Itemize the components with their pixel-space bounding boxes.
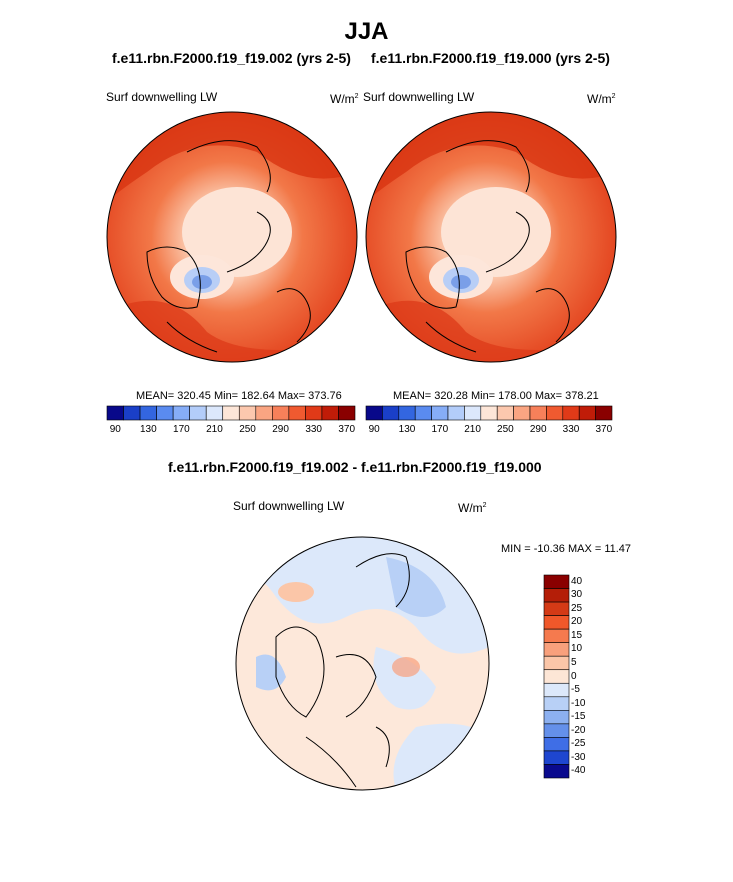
colorbar-tick-label: 30 xyxy=(571,589,583,601)
colorbar-swatch xyxy=(513,405,531,421)
panel-1-variable: Surf downwelling LW xyxy=(106,90,218,104)
colorbar-tick-label: -20 xyxy=(571,724,586,736)
diff-map xyxy=(235,536,490,791)
colorbar-tick-label: 250 xyxy=(497,424,514,435)
colorbar-tick-label: 90 xyxy=(109,424,121,435)
colorbar-tick-label: 370 xyxy=(338,424,356,435)
colorbar-swatch xyxy=(222,405,240,421)
colorbar-tick-label: 170 xyxy=(173,424,190,435)
colorbar-tick-label: 20 xyxy=(571,616,583,628)
colorbar-swatch xyxy=(255,405,273,421)
colorbar-tick-label: -15 xyxy=(571,711,586,723)
colorbar-tick-label: 330 xyxy=(562,424,580,435)
colorbar-swatch xyxy=(543,723,570,738)
colorbar-swatch xyxy=(238,405,257,421)
colorbar-swatch xyxy=(398,405,416,421)
colorbar-tick-label: 15 xyxy=(571,629,583,641)
colorbar-swatch xyxy=(414,405,432,421)
colorbar-tick-label: 130 xyxy=(139,424,157,435)
colorbar-swatch xyxy=(496,405,514,421)
diff-variable: Surf downwelling LW xyxy=(233,499,345,513)
colorbar-tick-label: 210 xyxy=(206,424,223,435)
panel-2-colorbar-ticks: 90 130 170 210 250 290 330 370 xyxy=(366,424,613,438)
colorbar-swatch xyxy=(205,405,224,421)
colorbar-tick-label: 210 xyxy=(464,424,481,435)
colorbar-swatch xyxy=(543,588,570,603)
colorbar-swatch xyxy=(543,655,570,671)
colorbar-swatch xyxy=(106,405,124,421)
colorbar-swatch xyxy=(543,642,570,657)
colorbar-tick-label: 0 xyxy=(571,670,577,682)
colorbar-tick-label: 290 xyxy=(272,424,289,435)
panel-2-case-title: f.e11.rbn.F2000.f19_f19.000 (yrs 2-5) xyxy=(371,50,610,66)
colorbar-tick-label: -40 xyxy=(571,765,586,777)
panel-2-colorbar xyxy=(365,405,613,421)
colorbar-swatch xyxy=(595,405,613,421)
colorbar-swatch xyxy=(172,405,190,421)
diff-stats: MIN = -10.36 MAX = 11.47 xyxy=(501,543,632,555)
colorbar-tick-label: 370 xyxy=(595,424,613,435)
colorbar-swatch xyxy=(578,405,596,421)
colorbar-tick-label: 5 xyxy=(571,656,577,668)
colorbar-tick-label: -25 xyxy=(571,738,586,750)
colorbar-tick-label: 170 xyxy=(431,424,449,435)
panel-2-map xyxy=(365,111,617,363)
colorbar-tick-label: -5 xyxy=(571,684,580,696)
colorbar-tick-label: 40 xyxy=(571,575,583,587)
colorbar-swatch xyxy=(321,405,339,421)
colorbar-swatch xyxy=(272,405,290,421)
diff-colorbar-ticks: 40 30 25 20 15 10 5 0 -5 -10 -15 -20 -25 -30 -40 xyxy=(571,575,611,778)
colorbar-swatch xyxy=(543,710,570,725)
colorbar-swatch xyxy=(543,764,570,779)
colorbar-tick-label: 90 xyxy=(368,424,380,435)
colorbar-swatch xyxy=(543,628,570,643)
colorbar-swatch xyxy=(543,601,570,616)
panel-1-colorbar xyxy=(106,405,356,421)
colorbar-swatch xyxy=(447,405,465,421)
colorbar-swatch xyxy=(189,405,207,421)
panel-1-colorbar-ticks: 90 130 170 210 250 290 330 370 xyxy=(107,424,355,438)
diff-colorbar xyxy=(543,574,570,779)
colorbar-swatch xyxy=(480,405,498,421)
panel-1-case-title: f.e11.rbn.F2000.f19_f19.002 (yrs 2-5) xyxy=(112,50,351,66)
figure-title: JJA xyxy=(344,18,389,45)
panel-1-units: W/m2 xyxy=(330,92,359,106)
colorbar-swatch xyxy=(464,405,482,421)
colorbar-swatch xyxy=(543,696,570,711)
colorbar-tick-label: 250 xyxy=(239,424,256,435)
colorbar-tick-label: 10 xyxy=(571,643,583,655)
colorbar-swatch xyxy=(338,405,356,421)
colorbar-tick-label: 330 xyxy=(305,424,322,435)
colorbar-swatch xyxy=(562,405,580,421)
colorbar-swatch xyxy=(382,405,400,421)
colorbar-swatch xyxy=(139,405,157,421)
colorbar-swatch xyxy=(543,669,570,684)
colorbar-swatch xyxy=(529,405,547,421)
colorbar-swatch xyxy=(305,405,323,421)
colorbar-swatch xyxy=(543,615,570,630)
colorbar-tick-label: 25 xyxy=(571,602,583,614)
panel-1-map xyxy=(106,111,358,363)
colorbar-tick-label: 130 xyxy=(398,424,416,435)
colorbar-tick-label: -30 xyxy=(571,751,586,763)
panel-2-units: W/m2 xyxy=(587,92,616,106)
panel-2-variable: Surf downwelling LW xyxy=(363,90,475,104)
colorbar-swatch xyxy=(546,405,564,421)
colorbar-tick-label: 290 xyxy=(529,424,547,435)
colorbar-tick-label: -10 xyxy=(571,697,586,709)
panel-1-stats: MEAN= 320.45 Min= 182.64 Max= 373.76 xyxy=(136,390,342,402)
colorbar-swatch xyxy=(543,682,570,698)
diff-units: W/m2 xyxy=(458,501,487,515)
colorbar-swatch xyxy=(123,405,141,421)
colorbar-swatch xyxy=(543,737,570,752)
panel-2-stats: MEAN= 320.28 Min= 178.00 Max= 378.21 xyxy=(393,390,599,402)
colorbar-swatch xyxy=(543,750,570,765)
colorbar-swatch xyxy=(543,574,570,589)
colorbar-swatch xyxy=(365,405,383,421)
diff-title: f.e11.rbn.F2000.f19_f19.002 - f.e11.rbn.… xyxy=(168,459,542,475)
colorbar-swatch xyxy=(156,405,174,421)
colorbar-swatch xyxy=(431,405,449,421)
colorbar-swatch xyxy=(288,405,306,421)
